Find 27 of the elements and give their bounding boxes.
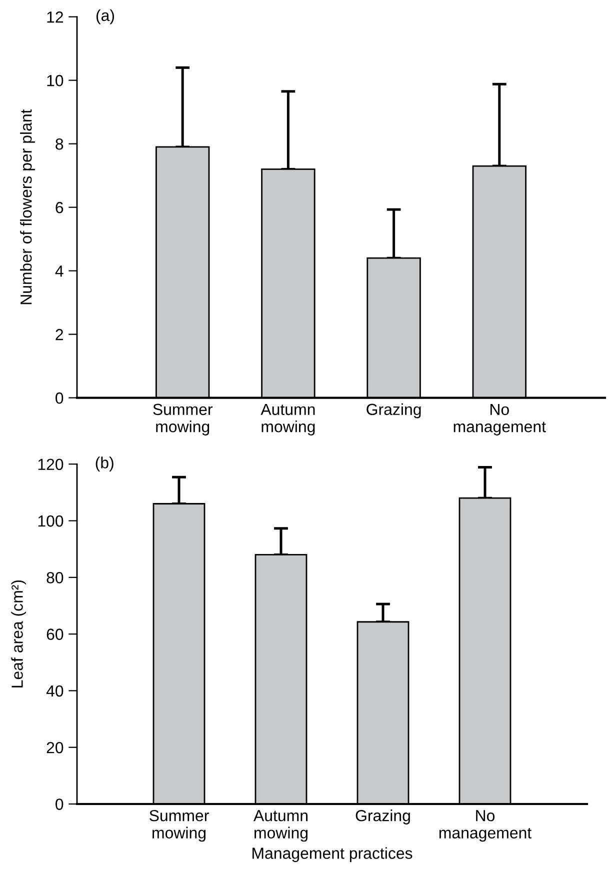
y-tick-label: 4 [55, 266, 64, 277]
y-tick-label: 8 [56, 138, 64, 150]
y-tick-label: 40 [46, 685, 64, 697]
chart-title: (a) [96, 9, 114, 24]
x-tick-label: Autumn mowing [260, 404, 315, 436]
x-tick-label: Autumn mowing [254, 810, 308, 842]
y-axis-title: Number of flowers per plant [20, 109, 35, 304]
y-tick-label: 0 [56, 392, 64, 404]
x-axis-title: Management practices [252, 847, 412, 862]
x-tick-label: Summer mowing [153, 404, 213, 436]
x-tick-label: Summer mowing [150, 810, 209, 842]
x-tick-label: No management [454, 404, 546, 436]
y-axis-title: Leaf area (cm²) [11, 580, 26, 688]
x-tick-label: Grazing [366, 403, 421, 418]
y-tick-label: 10 [47, 74, 64, 86]
y-tick-label: 0 [56, 798, 64, 810]
y-tick-label: 100 [38, 515, 64, 527]
y-tick-label: 6 [56, 202, 64, 214]
x-tick-label: No management [439, 810, 532, 842]
x-tick-label: Grazing [356, 810, 410, 824]
chart-title: (b) [96, 456, 114, 472]
y-tick-label: 60 [46, 628, 64, 640]
y-tick-label: 120 [38, 458, 64, 470]
y-tick-label: 12 [47, 11, 64, 23]
y-tick-label: 20 [46, 742, 64, 754]
y-tick-label: 2 [56, 328, 64, 340]
y-tick-label: 80 [46, 572, 64, 584]
